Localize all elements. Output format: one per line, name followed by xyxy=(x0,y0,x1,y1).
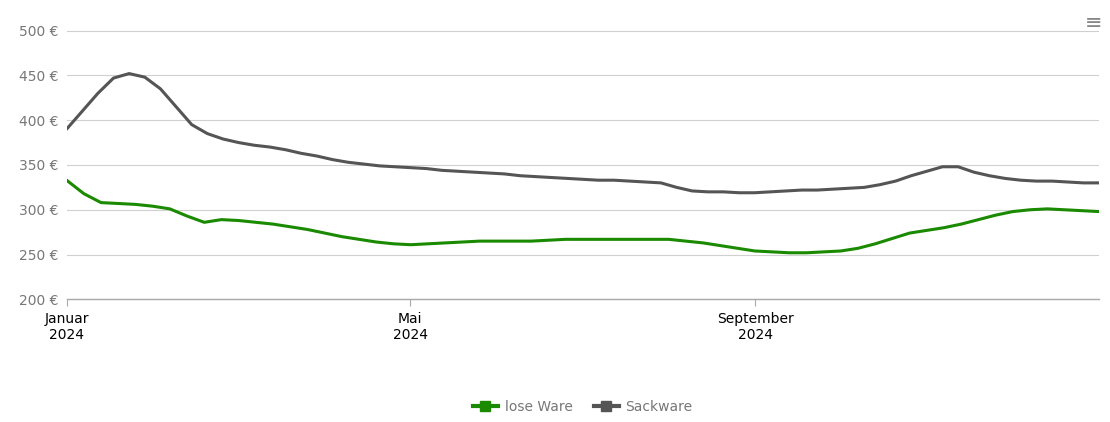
Legend: lose Ware, Sackware: lose Ware, Sackware xyxy=(467,394,698,419)
Text: ≡: ≡ xyxy=(1084,13,1102,32)
